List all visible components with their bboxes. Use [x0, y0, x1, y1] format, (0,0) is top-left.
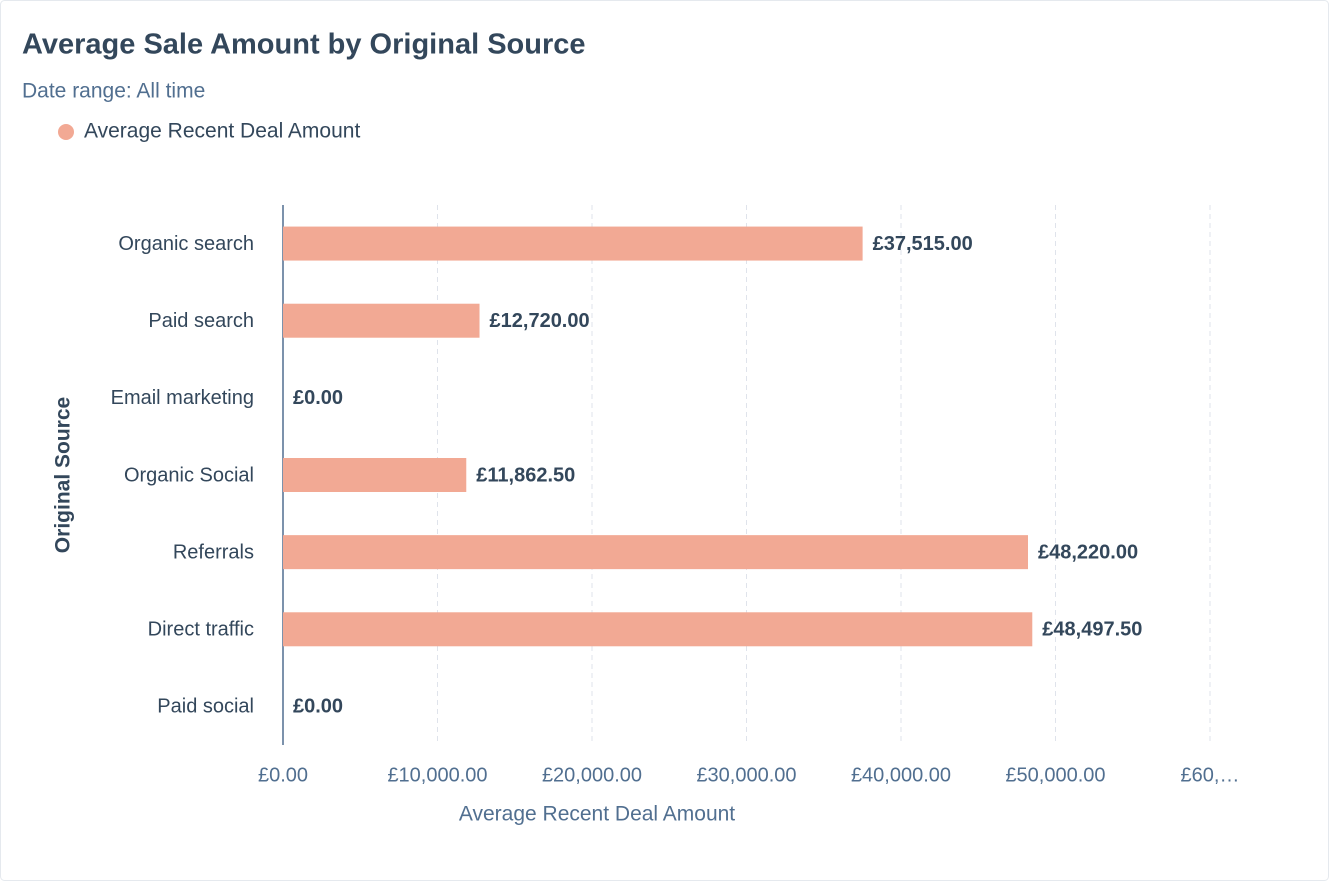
x-tick-label: £40,000.00: [851, 764, 951, 786]
y-axis-label: Original Source: [52, 397, 75, 553]
chart-title: Average Sale Amount by Original Source: [22, 29, 586, 61]
bar: [283, 535, 1028, 570]
value-label: £12,720.00: [490, 310, 590, 332]
value-label: £0.00: [293, 387, 343, 409]
bar: [283, 303, 480, 338]
y-tick-label: Organic Social: [124, 464, 254, 486]
y-tick-label: Paid social: [157, 696, 254, 718]
x-tick-label: £30,000.00: [696, 764, 796, 786]
y-tick-label: Direct traffic: [148, 619, 254, 641]
value-label: £37,515.00: [873, 233, 973, 255]
legend-label: Average Recent Deal Amount: [84, 120, 360, 143]
x-tick-label: £10,000.00: [387, 764, 487, 786]
value-label: £0.00: [293, 696, 343, 718]
value-label: £48,220.00: [1038, 541, 1138, 563]
legend-marker: [58, 124, 74, 140]
chart-subtitle: Date range: All time: [22, 80, 205, 103]
bar: [283, 458, 467, 492]
x-tick-label: £20,000.00: [542, 764, 642, 786]
value-label: £48,497.50: [1042, 619, 1142, 641]
bar: [283, 226, 863, 261]
y-tick-label: Referrals: [173, 541, 254, 563]
bar: [283, 612, 1033, 647]
y-tick-label: Organic search: [118, 233, 254, 255]
value-label: £11,862.50: [476, 464, 575, 486]
x-tick-label: £50,000.00: [1005, 764, 1105, 786]
y-tick-label: Paid search: [148, 310, 254, 332]
y-tick-label: Email marketing: [111, 387, 254, 409]
x-tick-label: £60,…: [1181, 764, 1240, 786]
x-axis-label: Average Recent Deal Amount: [459, 803, 735, 826]
x-tick-label: £0.00: [258, 764, 308, 786]
